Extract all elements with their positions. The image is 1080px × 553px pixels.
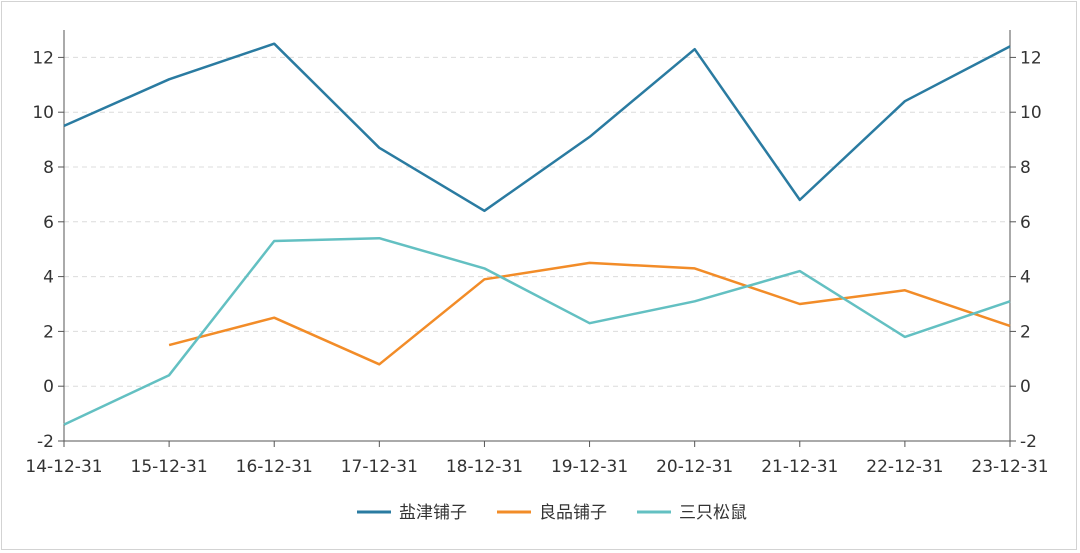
x-tick-label: 15-12-31 [131,457,208,477]
series-lines [63,42,1011,426]
y-tick-label-left: 6 [43,213,54,233]
x-tick-label: 22-12-31 [866,457,943,477]
y-tick-label-right: 10 [1020,103,1042,123]
y-tick-label-left: 8 [43,158,54,178]
y-tick-label-left: 4 [43,268,54,288]
y-tick-label-left: 12 [32,48,54,68]
y-tick-label-right: 12 [1020,48,1042,68]
y-tick-label-left: 0 [43,377,54,397]
series-line-2 [168,261,1011,366]
legend-label: 良品铺子 [539,503,607,523]
y-tick-label-left: -2 [37,432,54,452]
x-tick-label: 16-12-31 [236,457,313,477]
legend-label: 三只松鼠 [679,503,747,523]
grid-lines [64,56,1010,387]
x-tick-label: 20-12-31 [656,457,733,477]
y-tick-label-right: 2 [1020,322,1031,342]
legend: 盐津铺子 良品铺子 三只松鼠 [357,503,747,523]
y-tick-label-right: 8 [1020,158,1031,178]
y-tick-label-right: 0 [1020,377,1031,397]
y-tick-label-right: -2 [1020,432,1037,452]
y-tick-label-left: 2 [43,322,54,342]
x-tick-label: 19-12-31 [551,457,628,477]
series-line-3 [63,236,1011,426]
series-line-1 [63,42,1011,213]
y-tick-label-right: 6 [1020,213,1031,233]
axes: -2 -2 0 0 2 2 4 4 6 6 8 8 10 10 12 12 14-12-31 15-12-31 16… [25,30,1049,477]
y-tick-label-left: 10 [32,103,54,123]
x-tick-label: 18-12-31 [446,457,523,477]
x-tick-label: 17-12-31 [341,457,418,477]
x-tick-label: 23-12-31 [971,457,1048,477]
x-tick-label: 21-12-31 [761,457,838,477]
legend-label: 盐津铺子 [399,503,467,523]
y-tick-label-right: 4 [1020,268,1031,288]
x-tick-label: 14-12-31 [25,457,102,477]
